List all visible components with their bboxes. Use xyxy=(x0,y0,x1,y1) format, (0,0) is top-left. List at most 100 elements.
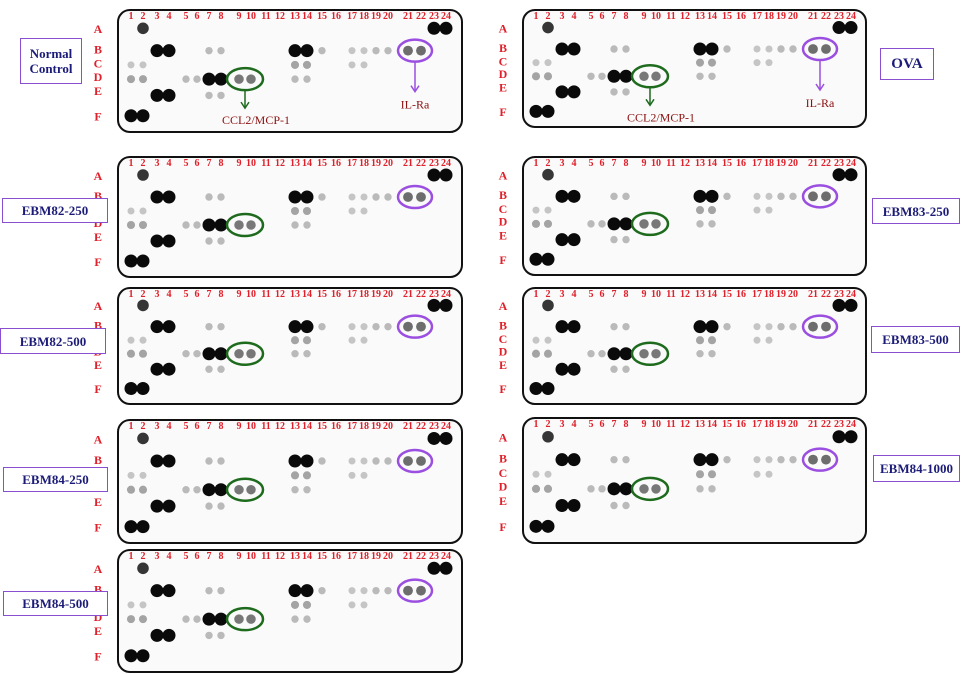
spot xyxy=(182,75,190,83)
column-number: 7 xyxy=(612,11,617,22)
spot xyxy=(753,192,761,200)
spot xyxy=(598,220,606,228)
spot xyxy=(723,45,731,53)
spot xyxy=(360,336,368,344)
spot xyxy=(217,502,225,510)
row-letter: E xyxy=(94,84,102,98)
spot xyxy=(541,104,555,118)
ccl2-oval xyxy=(225,212,265,238)
spot xyxy=(205,631,213,640)
column-number: 10 xyxy=(246,289,256,300)
column-number: 12 xyxy=(680,419,690,430)
column-number: 19 xyxy=(776,11,786,22)
column-number: 20 xyxy=(788,11,798,22)
ccl2-oval xyxy=(630,211,670,237)
spot xyxy=(136,649,150,663)
column-number: 8 xyxy=(624,158,629,169)
column-number: 9 xyxy=(237,551,242,562)
column-number: 11 xyxy=(261,11,270,22)
spot xyxy=(139,61,147,69)
column-number: 14 xyxy=(302,551,312,562)
row-letter: F xyxy=(499,382,506,396)
spot xyxy=(137,22,149,35)
spot xyxy=(214,218,228,232)
spot xyxy=(427,431,441,445)
row-letter: E xyxy=(499,228,507,242)
spot xyxy=(808,321,818,332)
column-number: 17 xyxy=(752,289,762,300)
column-number: 12 xyxy=(275,158,285,169)
row-letter: C xyxy=(499,466,508,480)
spot xyxy=(291,221,299,229)
spot xyxy=(127,207,135,215)
ccl2-oval xyxy=(225,477,265,502)
column-number: 9 xyxy=(642,158,647,169)
column-number: 7 xyxy=(207,289,212,300)
spot xyxy=(124,382,138,396)
column-number: 10 xyxy=(246,11,256,22)
spot xyxy=(162,234,176,248)
column-number: 8 xyxy=(624,11,629,22)
spot xyxy=(360,207,368,215)
spot xyxy=(205,322,213,331)
row-letter: E xyxy=(499,494,507,508)
column-number: 24 xyxy=(441,551,451,562)
column-number: 9 xyxy=(237,158,242,169)
spot xyxy=(348,336,356,344)
row-letter: D xyxy=(94,70,103,84)
spot xyxy=(832,298,846,312)
il-ra-arrowhead xyxy=(410,85,420,94)
spot xyxy=(789,322,797,331)
spot xyxy=(124,520,138,534)
column-number: 6 xyxy=(195,11,200,22)
column-number: 20 xyxy=(383,11,393,22)
column-number: 14 xyxy=(707,419,717,430)
spot xyxy=(384,586,392,595)
spot xyxy=(403,192,413,202)
row-letter: F xyxy=(94,255,101,269)
spot xyxy=(300,584,314,598)
column-number: 8 xyxy=(219,11,224,22)
spot xyxy=(182,486,190,494)
column-number: 18 xyxy=(359,158,369,169)
spot xyxy=(544,206,552,214)
column-number: 17 xyxy=(752,158,762,169)
column-number: 20 xyxy=(383,421,393,432)
spot xyxy=(693,453,707,467)
column-number: 23 xyxy=(834,158,844,169)
row-letter: A xyxy=(94,432,103,446)
spot xyxy=(707,470,717,479)
column-number: 23 xyxy=(834,11,844,22)
spot xyxy=(765,192,773,200)
spot xyxy=(555,233,569,247)
panel-label: EBM84-250 xyxy=(3,467,108,492)
spot xyxy=(205,586,213,595)
column-number: 7 xyxy=(612,289,617,300)
spot xyxy=(416,45,426,56)
spot xyxy=(696,72,704,81)
column-number: 16 xyxy=(331,551,341,562)
spot xyxy=(777,455,785,464)
spot xyxy=(162,44,176,58)
row-letter: A xyxy=(94,562,103,576)
column-number: 10 xyxy=(651,158,661,169)
spot xyxy=(348,207,356,215)
spot xyxy=(416,585,426,596)
column-number: 3 xyxy=(155,11,160,22)
spot xyxy=(693,42,707,56)
column-number: 10 xyxy=(246,421,256,432)
spot xyxy=(542,21,554,34)
spot xyxy=(246,348,256,359)
row-letter: A xyxy=(499,21,508,35)
spot xyxy=(193,350,201,358)
column-number: 17 xyxy=(347,11,357,22)
spot xyxy=(610,455,618,464)
spot xyxy=(205,457,213,465)
column-number: 16 xyxy=(736,419,746,430)
column-number: 16 xyxy=(331,11,341,22)
spot xyxy=(202,218,216,232)
column-number: 8 xyxy=(624,419,629,430)
column-number: 22 xyxy=(821,11,831,22)
spot xyxy=(821,191,831,202)
column-number: 24 xyxy=(846,419,856,430)
